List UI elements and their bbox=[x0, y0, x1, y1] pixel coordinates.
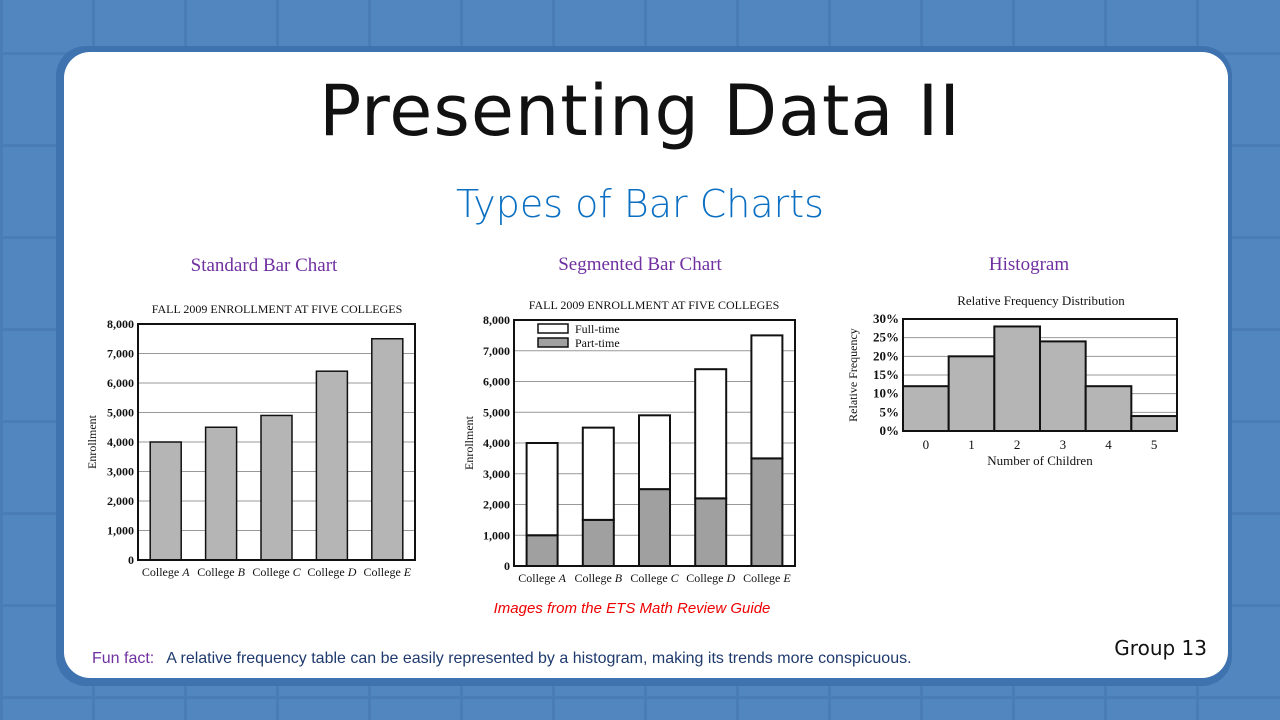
y-tick-label: 5,000 bbox=[107, 406, 134, 420]
y-tick-label: 6,000 bbox=[107, 376, 134, 390]
plot-frame bbox=[902, 318, 1178, 432]
bar-segment-full-time bbox=[525, 442, 559, 537]
y-tick-label: 1,000 bbox=[483, 528, 510, 542]
x-tick-label: 1 bbox=[968, 437, 975, 452]
y-tick-label: 30% bbox=[873, 311, 899, 326]
bar bbox=[260, 414, 293, 561]
histogram-bar bbox=[1039, 340, 1087, 432]
standard-chart-label: Standard Bar Chart bbox=[190, 255, 338, 276]
x-tick-label: College E bbox=[743, 571, 791, 585]
group-label: Group 13 bbox=[1114, 636, 1207, 660]
segmented-chart-label: Segmented Bar Chart bbox=[558, 254, 722, 275]
bar bbox=[204, 426, 238, 561]
y-tick-label: 20% bbox=[873, 348, 899, 363]
fun-fact-label: Fun fact: bbox=[92, 650, 155, 667]
bar-segment-part-time bbox=[638, 488, 671, 567]
legend-swatch-full-time bbox=[537, 323, 569, 334]
bar bbox=[315, 370, 349, 561]
bar-segment-full-time bbox=[581, 426, 615, 521]
histogram-bar bbox=[993, 325, 1041, 433]
x-tick-label: College A bbox=[518, 571, 566, 585]
y-tick-label: 6,000 bbox=[483, 375, 510, 389]
x-tick-label: 2 bbox=[1014, 437, 1021, 452]
y-tick-label: 7,000 bbox=[483, 344, 510, 358]
y-tick-label: 10% bbox=[873, 386, 899, 401]
x-tick-label: 4 bbox=[1105, 437, 1112, 452]
histogram-bar bbox=[947, 355, 996, 433]
x-tick-label: College B bbox=[197, 565, 245, 579]
legend-label: Part-time bbox=[575, 336, 620, 350]
x-tick-label: 0 bbox=[923, 437, 930, 452]
y-tick-label: 3,000 bbox=[483, 467, 510, 481]
y-tick-label: 2,000 bbox=[107, 494, 134, 508]
x-tick-label: College B bbox=[574, 571, 622, 585]
histogram-bar bbox=[1084, 385, 1133, 433]
histogram-bar bbox=[1130, 415, 1179, 433]
y-tick-label: 15% bbox=[873, 367, 899, 382]
chart-title: FALL 2009 ENROLLMENT AT FIVE COLLEGES bbox=[152, 302, 403, 316]
plot-frame bbox=[137, 323, 416, 561]
y-tick-label: 8,000 bbox=[483, 313, 510, 327]
y-axis-label: Relative Frequency bbox=[846, 328, 860, 422]
x-tick-label: College E bbox=[363, 565, 411, 579]
plot-frame bbox=[513, 319, 796, 567]
bar-segment-full-time bbox=[750, 334, 784, 460]
y-tick-label: 4,000 bbox=[483, 436, 510, 450]
legend-label: Full-time bbox=[575, 322, 620, 336]
bar-segment-part-time bbox=[581, 518, 615, 567]
y-tick-label: 2,000 bbox=[483, 498, 510, 512]
bar-segment-full-time bbox=[694, 368, 728, 500]
bar-segment-part-time bbox=[750, 457, 784, 567]
bar bbox=[371, 338, 404, 561]
bar-segment-part-time bbox=[525, 534, 559, 567]
x-axis-label: Number of Children bbox=[987, 453, 1093, 468]
chart-title: Relative Frequency Distribution bbox=[957, 293, 1125, 308]
y-axis-label: Enrollment bbox=[462, 415, 476, 470]
y-tick-label: 5,000 bbox=[483, 405, 510, 419]
x-tick-label: College A bbox=[142, 565, 190, 579]
x-tick-label: College C bbox=[630, 571, 679, 585]
slide-subtitle: Types of Bar Charts bbox=[456, 182, 824, 226]
y-tick-label: 8,000 bbox=[107, 317, 134, 331]
histogram-bar bbox=[902, 385, 950, 433]
y-tick-label: 3,000 bbox=[107, 465, 134, 479]
x-tick-label: 5 bbox=[1151, 437, 1158, 452]
fun-fact-text: A relative frequency table can be easily… bbox=[166, 650, 912, 667]
fun-fact: Fun fact: A relative frequency table can … bbox=[92, 650, 912, 668]
y-tick-label: 4,000 bbox=[107, 435, 134, 449]
y-tick-label: 0% bbox=[880, 423, 900, 438]
bar-segment-full-time bbox=[638, 414, 671, 491]
y-tick-label: 5% bbox=[880, 404, 900, 419]
x-tick-label: 3 bbox=[1060, 437, 1067, 452]
chart-title: FALL 2009 ENROLLMENT AT FIVE COLLEGES bbox=[529, 298, 780, 312]
histogram-label: Histogram bbox=[988, 254, 1070, 275]
legend-swatch-part-time bbox=[537, 337, 569, 348]
y-axis-label: Enrollment bbox=[85, 414, 99, 469]
y-tick-label: 25% bbox=[873, 330, 899, 345]
x-tick-label: College D bbox=[686, 571, 735, 585]
image-source-note: Images from the ETS Math Review Guide bbox=[493, 600, 771, 617]
y-tick-label: 0 bbox=[128, 553, 134, 567]
bar bbox=[149, 441, 182, 561]
bar-segment-part-time bbox=[694, 497, 728, 568]
y-tick-label: 7,000 bbox=[107, 347, 134, 361]
slide-title: Presenting Data II bbox=[319, 70, 961, 152]
x-tick-label: College C bbox=[252, 565, 301, 579]
y-tick-label: 0 bbox=[504, 559, 510, 573]
x-tick-label: College D bbox=[307, 565, 356, 579]
y-tick-label: 1,000 bbox=[107, 524, 134, 538]
